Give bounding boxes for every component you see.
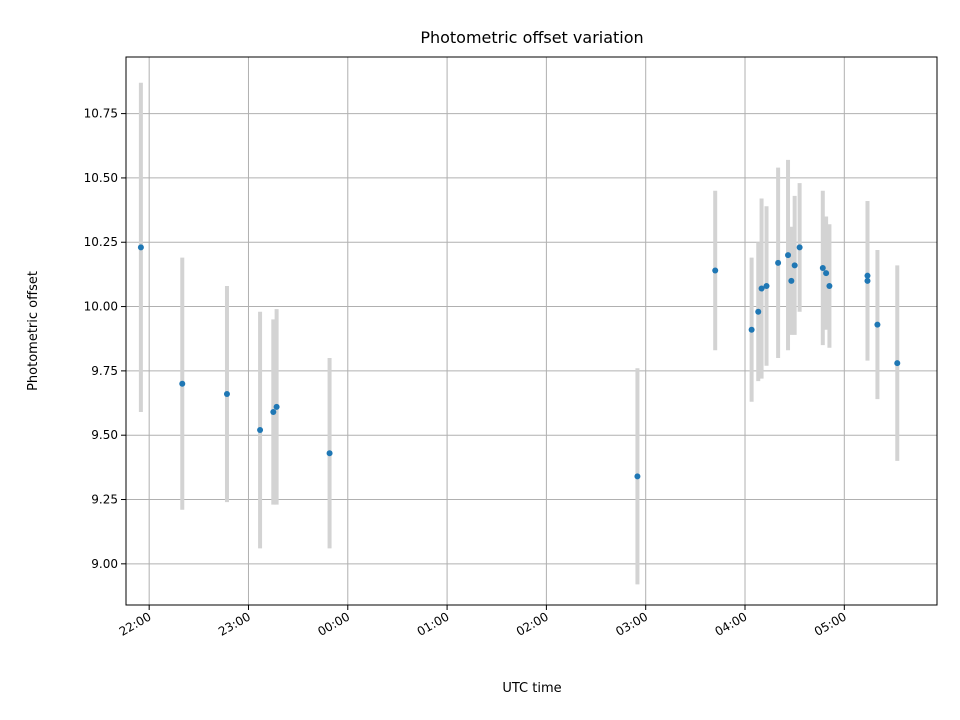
y-axis-label: Photometric offset	[26, 271, 41, 391]
data-point	[763, 282, 770, 289]
data-point	[823, 270, 830, 277]
x-tick-label: 02:00	[514, 609, 551, 638]
y-tick-label: 9.00	[91, 557, 118, 571]
data-point	[273, 403, 280, 410]
data-points	[137, 244, 901, 480]
data-point	[785, 252, 792, 259]
data-point	[326, 450, 333, 457]
data-point	[788, 277, 795, 284]
y-tick-label: 10.50	[84, 171, 118, 185]
x-tick-label: 03:00	[613, 609, 650, 638]
data-point	[874, 321, 881, 328]
data-point	[864, 272, 871, 279]
data-point	[775, 259, 782, 266]
x-axis-label: UTC time	[502, 681, 561, 696]
y-tick-label: 9.25	[91, 493, 118, 507]
x-tick-label: 01:00	[415, 609, 452, 638]
data-point	[257, 427, 264, 434]
data-point	[796, 244, 803, 251]
y-tick-label: 10.00	[84, 300, 118, 314]
y-tick-label: 10.75	[84, 107, 118, 121]
data-point	[758, 285, 765, 292]
data-point	[819, 264, 826, 271]
data-point	[270, 409, 277, 416]
data-point	[826, 282, 833, 289]
grid-lines	[126, 57, 937, 605]
x-tick-label: 00:00	[315, 609, 352, 638]
x-tick-label: 22:00	[117, 609, 154, 638]
error-bars	[138, 82, 900, 585]
x-tick-label: 04:00	[713, 609, 750, 638]
plot-frame	[125, 56, 938, 606]
y-tick-label: 9.50	[91, 428, 118, 442]
chart-title: Photometric offset variation	[420, 28, 643, 47]
data-point	[894, 360, 901, 367]
axis-ticks: 22:00 23:00 00:00 01:00 02:00 03:00 04:00 05:00…	[84, 107, 849, 639]
x-tick-label: 05:00	[812, 609, 849, 638]
y-tick-label: 10.25	[84, 235, 118, 249]
data-point	[223, 391, 230, 398]
data-point	[137, 244, 144, 251]
y-tick-label: 9.75	[91, 364, 118, 378]
data-point	[755, 308, 762, 315]
data-point	[864, 277, 871, 284]
data-point	[712, 267, 719, 274]
x-tick-label: 23:00	[216, 609, 253, 638]
data-point	[791, 262, 798, 269]
data-point	[634, 473, 641, 480]
data-point	[748, 326, 755, 333]
data-point	[179, 380, 186, 387]
